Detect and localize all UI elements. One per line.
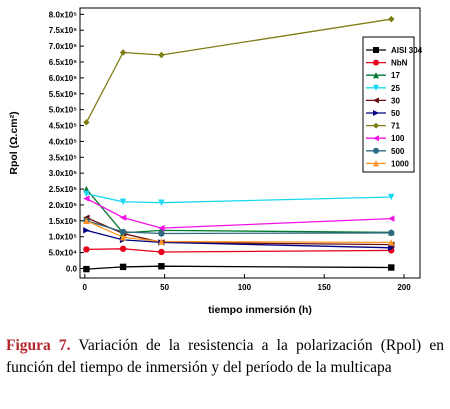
y-tick-label: 5.5x10⁵ [49, 90, 77, 99]
data-point [83, 246, 90, 253]
data-point [83, 227, 90, 234]
data-point [373, 110, 379, 116]
plot-area-frame [79, 7, 421, 279]
x-axis-label: tiempo inmersión (h) [208, 304, 312, 316]
data-point [373, 122, 379, 129]
figure-caption: Figura 7. Variación de la resistencia a … [6, 335, 444, 379]
y-tick-label: 5.0x10⁴ [49, 249, 77, 258]
data-point [119, 234, 127, 241]
data-point [373, 72, 379, 79]
data-point [158, 224, 165, 232]
legend-label: 25 [391, 84, 400, 93]
data-point [83, 265, 90, 273]
series-line [86, 248, 392, 253]
series-line [86, 198, 392, 229]
data-point [83, 190, 90, 198]
data-point [388, 264, 395, 271]
y-tick-label: 1.0x10⁵ [49, 233, 77, 242]
x-tick-label: 200 [397, 283, 411, 292]
data-point [158, 199, 165, 206]
y-tick-label: 7.0x10⁵ [49, 42, 77, 51]
legend-label: 50 [391, 109, 400, 118]
series-markers [83, 15, 395, 273]
caption-figure-label: Figura 7. [6, 337, 71, 354]
data-point [388, 15, 395, 23]
legend-label: 1000 [391, 159, 409, 168]
data-point [119, 263, 127, 271]
data-point [388, 244, 395, 252]
data-point [373, 135, 379, 142]
data-point [158, 248, 165, 256]
y-tick-label: 3.5x10⁵ [49, 153, 77, 162]
y-tick-label: 3.0x10⁵ [49, 169, 77, 178]
data-point [158, 51, 165, 59]
data-point [83, 119, 90, 126]
y-tick-label: 8.0x10⁵ [49, 10, 77, 19]
x-axis-ticks: 0 50 100 150 200 [83, 274, 411, 292]
data-point [158, 238, 165, 245]
legend-label: 100 [391, 134, 405, 143]
data-point [158, 263, 165, 270]
data-point [119, 198, 127, 205]
data-point [388, 229, 395, 237]
y-axis-ticks: 0.0 5.0x10⁴ 1.0x10⁵ 1.5x10⁵ 2.0x10⁵ 2.5x10⁵ 3.… [49, 10, 84, 273]
legend-label: 17 [391, 71, 400, 80]
legend-label: AISI 304 [391, 46, 423, 55]
y-tick-label: 7.5x10⁵ [49, 26, 77, 35]
data-point [119, 228, 127, 236]
series-line [86, 217, 392, 246]
series-line [86, 229, 392, 249]
data-point [119, 49, 127, 56]
y-tick-label: 6.5x10⁵ [49, 58, 77, 67]
data-point [83, 195, 90, 202]
data-point [388, 193, 395, 201]
data-point [373, 147, 379, 154]
legend-box [362, 36, 415, 173]
series-line [86, 265, 392, 270]
y-tick-label: 1.5x10⁵ [49, 217, 77, 226]
legend-items: AISI 304 NbN 17 25 30 50 71 100 500 1000 [366, 46, 423, 168]
legend-label: 30 [391, 96, 400, 105]
data-point [119, 214, 127, 221]
y-tick-label: 0.0 [66, 264, 78, 273]
x-tick-label: 150 [318, 283, 332, 292]
x-tick-label: 50 [160, 283, 169, 292]
y-axis-label: Rpol (Ω.cm²) [8, 111, 20, 174]
data-point [158, 230, 165, 237]
y-tick-label: 4.0x10⁵ [49, 137, 77, 146]
series-lines [85, 18, 392, 270]
series-line [85, 18, 392, 123]
legend: AISI 304 NbN 17 25 30 50 71 100 500 1000 [362, 36, 423, 173]
legend-label: 71 [391, 122, 400, 131]
y-tick-label: 2.5x10⁵ [49, 185, 77, 194]
data-point [119, 245, 127, 252]
y-tick-label: 5.0x10⁵ [49, 106, 77, 115]
legend-label: 500 [391, 147, 405, 156]
data-point [373, 47, 379, 53]
data-point [373, 84, 379, 91]
series-line [85, 188, 392, 234]
x-tick-label: 100 [238, 283, 252, 292]
y-tick-label: 2.0x10⁵ [49, 201, 77, 210]
data-point [388, 239, 395, 246]
data-point [373, 160, 379, 167]
y-tick-label: 6.0x10⁵ [49, 74, 77, 83]
y-tick-label: 4.5x10⁵ [49, 122, 77, 131]
x-tick-label: 0 [83, 283, 88, 292]
chart: 0.0 5.0x10⁴ 1.0x10⁵ 1.5x10⁵ 2.0x10⁵ 2.5x10⁵ 3.… [8, 7, 423, 316]
caption-text: Variación de la resistencia a la polariz… [6, 337, 444, 376]
series-line [86, 193, 392, 204]
series-line [86, 220, 392, 244]
data-point [373, 97, 379, 104]
data-point [83, 217, 90, 225]
legend-label: NbN [391, 59, 408, 68]
data-point [373, 59, 379, 66]
data-point [388, 215, 395, 222]
series-line [86, 220, 392, 235]
